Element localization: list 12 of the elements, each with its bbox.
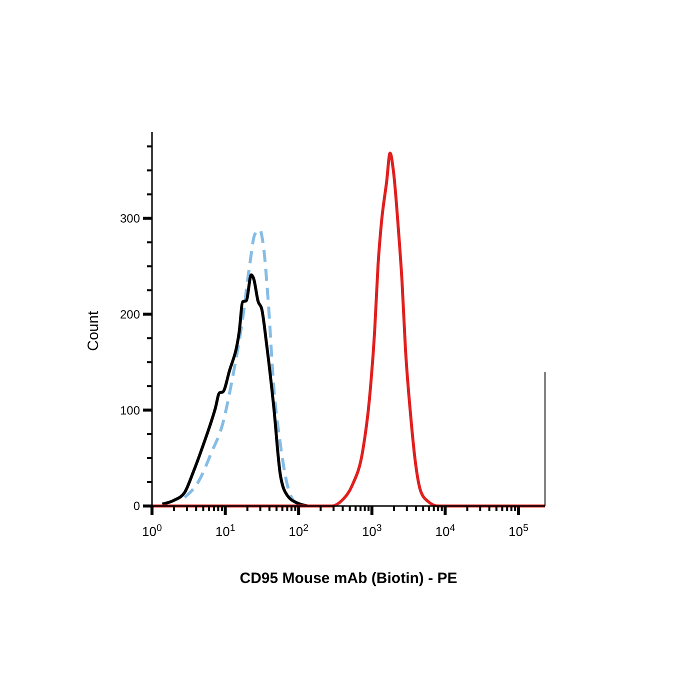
x-tick-label: 10$^{2}$ (288, 522, 309, 539)
x-tick-label: 10$^{1}$ (215, 522, 236, 539)
y-tick-label: 200 (120, 307, 140, 322)
x-tick-label: 10$^{0}$ (142, 522, 163, 539)
y-axis-title: Count (85, 310, 102, 352)
y-tick-label: 0 (133, 499, 140, 514)
x-axis-title: CD95 Mouse mAb (Biotin) - PE (240, 570, 458, 587)
x-tick-label: 10$^{5}$ (508, 522, 529, 539)
x-tick-label: 10$^{3}$ (362, 522, 382, 539)
y-tick-label: 100 (120, 403, 140, 418)
y-tick-label: 300 (120, 212, 140, 226)
x-tick-label: 10$^{4}$ (435, 522, 456, 539)
